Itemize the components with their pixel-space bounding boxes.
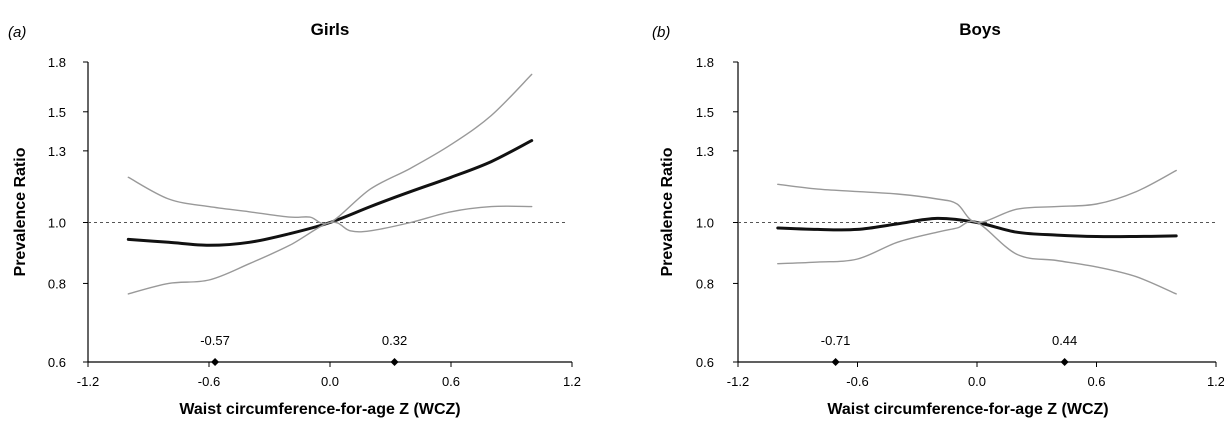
y-tick-label: 1.5 bbox=[696, 105, 714, 120]
knot-marker bbox=[831, 358, 840, 366]
y-tick-label: 0.8 bbox=[696, 276, 714, 291]
y-tick-label: 1.3 bbox=[48, 144, 66, 159]
y-tick-label: 1.3 bbox=[696, 144, 714, 159]
knot-label: -0.57 bbox=[200, 333, 230, 348]
y-tick-label: 1.8 bbox=[48, 55, 66, 70]
x-tick-label: 0.0 bbox=[321, 374, 339, 389]
series-upper-ci bbox=[127, 73, 533, 225]
knot-marker bbox=[211, 358, 220, 366]
knot-label: 0.44 bbox=[1052, 333, 1077, 348]
panel-label: (b) bbox=[652, 24, 670, 41]
y-tick-label: 0.6 bbox=[48, 355, 66, 370]
y-tick-label: 1.0 bbox=[48, 216, 66, 231]
knot-marker bbox=[390, 358, 399, 366]
y-tick-label: 1.8 bbox=[696, 55, 714, 70]
y-tick-label: 0.6 bbox=[696, 355, 714, 370]
x-axis-title: Waist circumference-for-age Z (WCZ) bbox=[827, 401, 1108, 418]
x-tick-label: 0.6 bbox=[1087, 374, 1105, 389]
y-axis-title: Prevalence Ratio bbox=[659, 147, 676, 276]
x-tick-label: -0.6 bbox=[846, 374, 868, 389]
x-tick-label: 0.0 bbox=[968, 374, 986, 389]
x-tick-label: -1.2 bbox=[77, 374, 99, 389]
x-tick-label: -1.2 bbox=[727, 374, 749, 389]
x-tick-label: -0.6 bbox=[198, 374, 220, 389]
series-estimate bbox=[126, 139, 534, 247]
y-tick-label: 1.0 bbox=[696, 216, 714, 231]
x-tick-label: 1.2 bbox=[1207, 374, 1224, 389]
series-upper-ci bbox=[777, 169, 1177, 224]
knot-label: -0.71 bbox=[821, 333, 851, 348]
series-lower-ci bbox=[777, 220, 1177, 295]
y-axis-title: Prevalence Ratio bbox=[12, 147, 29, 276]
panel-b: (b) Boys 0.6 0.8 1.0 1.3 1.5 1.8 -1.2 -0.6 0.0 0.6 1… bbox=[652, 20, 1224, 418]
panel-title: Boys bbox=[959, 20, 1001, 39]
y-tick-label: 0.8 bbox=[48, 276, 66, 291]
x-axis-title: Waist circumference-for-age Z (WCZ) bbox=[179, 401, 460, 418]
x-tick-label: 0.6 bbox=[442, 374, 460, 389]
panel-title: Girls bbox=[311, 20, 350, 39]
series-estimate bbox=[776, 216, 1178, 239]
series-lower-ci bbox=[127, 205, 533, 295]
knot-marker bbox=[1060, 358, 1069, 366]
knot-label: 0.32 bbox=[382, 333, 407, 348]
panel-a: (a) Girls 0.6 0.8 1.0 1.3 1.5 1.8 -1.2 -0.6 0.0 0.6… bbox=[8, 20, 581, 418]
x-tick-label: 1.2 bbox=[563, 374, 581, 389]
panel-label: (a) bbox=[8, 24, 26, 41]
y-tick-label: 1.5 bbox=[48, 105, 66, 120]
